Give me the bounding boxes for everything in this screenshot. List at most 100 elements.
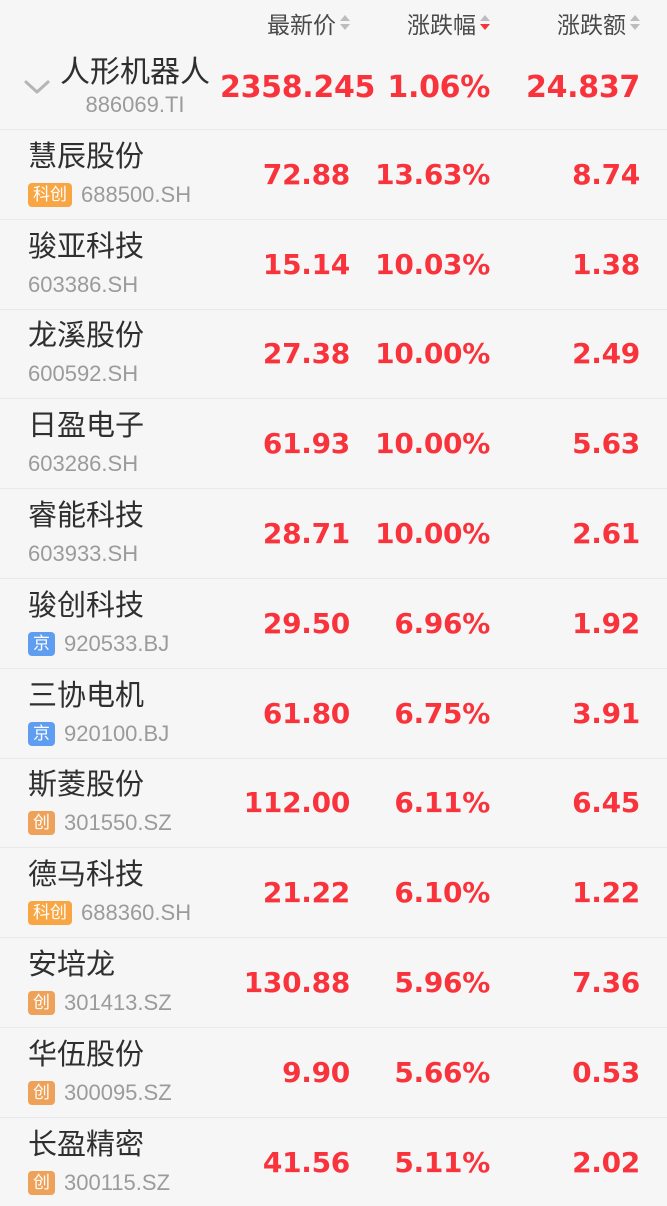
change-amt: 3.91 xyxy=(572,696,640,730)
code-line: 京 920100.BJ xyxy=(28,721,220,747)
latest-price: 27.38 xyxy=(262,337,350,371)
latest-price: 41.56 xyxy=(262,1145,350,1179)
change-pct: 10.00% xyxy=(375,337,490,371)
index-code: 886069.TI xyxy=(85,92,185,117)
change-amt: 1.22 xyxy=(572,876,640,910)
stock-code: 688500.SH xyxy=(81,181,192,207)
stock-code: 688360.SH xyxy=(81,900,192,926)
change-pct: 10.03% xyxy=(375,247,490,281)
stock-info: 长盈精密 创 300115.SZ xyxy=(0,1129,220,1196)
col-header-change-pct-label: 涨跌幅 xyxy=(407,11,476,38)
stock-name: 安培龙 xyxy=(28,949,116,982)
stock-code: 920100.BJ xyxy=(64,720,170,746)
code-line: 创 301413.SZ xyxy=(28,990,220,1016)
stock-info: 华伍股份 创 300095.SZ xyxy=(0,1039,220,1106)
market-badge: 京 xyxy=(28,631,55,656)
sort-icon xyxy=(630,15,640,30)
stock-row[interactable]: 华伍股份 创 300095.SZ 9.90 5.66% 0.53 xyxy=(0,1026,667,1117)
index-info: 人形机器人 886069.TI xyxy=(60,56,210,118)
stock-name: 日盈电子 xyxy=(28,410,145,443)
stock-row[interactable]: 安培龙 创 301413.SZ 130.88 5.96% 7.36 xyxy=(0,937,667,1027)
latest-price: 15.14 xyxy=(262,247,350,281)
stock-row[interactable]: 睿能科技 603933.SH 28.71 10.00% 2.61 xyxy=(0,488,667,578)
stock-name: 骏创科技 xyxy=(28,589,145,622)
code-line: 603286.SH xyxy=(28,451,220,477)
code-line: 创 300115.SZ xyxy=(28,1170,220,1196)
change-amt: 2.02 xyxy=(572,1145,640,1179)
col-header-change-pct[interactable]: 涨跌幅 xyxy=(350,6,490,40)
stock-info: 龙溪股份 600592.SH xyxy=(0,320,220,387)
latest-price: 72.88 xyxy=(262,157,350,191)
col-header-latest-price[interactable]: 最新价 xyxy=(220,6,350,40)
market-badge: 创 xyxy=(28,1080,55,1105)
stock-row[interactable]: 骏亚科技 603386.SH 15.14 10.03% 1.38 xyxy=(0,218,667,309)
stock-info: 德马科技 科创 688360.SH xyxy=(0,859,220,926)
index-row-humanoid-robot[interactable]: 人形机器人 886069.TI 2358.245 1.06% 24.837 xyxy=(0,45,667,129)
change-amt: 6.45 xyxy=(572,786,640,820)
latest-price: 61.93 xyxy=(262,427,350,461)
index-change-pct: 1.06% xyxy=(387,69,490,105)
market-badge: 创 xyxy=(28,991,55,1016)
stock-info: 慧辰股份 科创 688500.SH xyxy=(0,141,220,208)
latest-price: 28.71 xyxy=(262,517,350,551)
stock-name: 睿能科技 xyxy=(28,500,145,533)
stock-row[interactable]: 长盈精密 创 300115.SZ 41.56 5.11% 2.02 xyxy=(0,1116,667,1206)
stock-code: 301550.SZ xyxy=(64,810,172,836)
stock-name: 斯菱股份 xyxy=(28,769,145,802)
change-pct: 6.75% xyxy=(394,696,490,730)
stock-row[interactable]: 斯菱股份 创 301550.SZ 112.00 6.11% 6.45 xyxy=(0,757,667,848)
code-line: 创 301550.SZ xyxy=(28,810,220,836)
change-amt: 0.53 xyxy=(572,1055,640,1089)
latest-price: 61.80 xyxy=(262,696,350,730)
change-amt: 2.61 xyxy=(572,517,640,551)
stock-row[interactable]: 骏创科技 京 920533.BJ 29.50 6.96% 1.92 xyxy=(0,577,667,668)
stock-code: 600592.SH xyxy=(28,361,139,387)
change-amt: 5.63 xyxy=(572,427,640,461)
change-pct: 5.66% xyxy=(394,1055,490,1089)
stock-name: 德马科技 xyxy=(28,859,145,892)
latest-price: 130.88 xyxy=(243,966,351,1000)
change-pct: 6.96% xyxy=(394,606,490,640)
market-badge: 科创 xyxy=(28,901,72,926)
stock-row[interactable]: 日盈电子 603286.SH 61.93 10.00% 5.63 xyxy=(0,398,667,488)
index-latest-price: 2358.245 xyxy=(220,69,376,105)
stock-row[interactable]: 龙溪股份 600592.SH 27.38 10.00% 2.49 xyxy=(0,308,667,399)
code-line: 科创 688360.SH xyxy=(28,900,220,926)
index-name: 人形机器人 xyxy=(60,56,210,89)
latest-price: 112.00 xyxy=(243,786,351,820)
change-pct: 10.00% xyxy=(375,427,490,461)
col-header-change-amt[interactable]: 涨跌额 xyxy=(490,6,640,40)
stock-info: 日盈电子 603286.SH xyxy=(0,410,220,477)
stock-row[interactable]: 德马科技 科创 688360.SH 21.22 6.10% 1.22 xyxy=(0,847,667,937)
stock-name: 三协电机 xyxy=(28,679,145,712)
index-change-amt: 24.837 xyxy=(526,69,640,105)
market-badge: 京 xyxy=(28,721,55,746)
sort-icon xyxy=(340,15,350,30)
chevron-down-icon[interactable] xyxy=(22,79,52,95)
stock-row[interactable]: 三协电机 京 920100.BJ 61.80 6.75% 3.91 xyxy=(0,667,667,758)
change-pct: 5.96% xyxy=(394,966,490,1000)
stock-name: 骏亚科技 xyxy=(28,230,145,263)
stock-code: 603386.SH xyxy=(28,271,139,297)
stock-code: 301413.SZ xyxy=(64,990,172,1016)
code-line: 600592.SH xyxy=(28,361,220,387)
stock-code: 603933.SH xyxy=(28,541,139,567)
table-header: 最新价 涨跌幅 涨跌额 xyxy=(0,0,667,45)
stock-code: 300095.SZ xyxy=(64,1079,172,1105)
latest-price: 9.90 xyxy=(282,1055,350,1089)
market-badge: 创 xyxy=(28,1170,55,1195)
stock-name: 慧辰股份 xyxy=(28,140,145,173)
code-line: 创 300095.SZ xyxy=(28,1080,220,1106)
stock-name: 龙溪股份 xyxy=(28,320,145,353)
change-pct: 13.63% xyxy=(375,157,490,191)
stock-code: 603286.SH xyxy=(28,451,139,477)
sort-desc-icon xyxy=(480,15,490,30)
stock-row[interactable]: 慧辰股份 科创 688500.SH 72.88 13.63% 8.74 xyxy=(0,129,667,219)
latest-price: 29.50 xyxy=(262,606,350,640)
col-header-change-amt-label: 涨跌额 xyxy=(557,11,626,38)
code-line: 科创 688500.SH xyxy=(28,182,220,208)
change-amt: 1.38 xyxy=(572,247,640,281)
change-pct: 6.10% xyxy=(394,876,490,910)
code-line: 603933.SH xyxy=(28,541,220,567)
